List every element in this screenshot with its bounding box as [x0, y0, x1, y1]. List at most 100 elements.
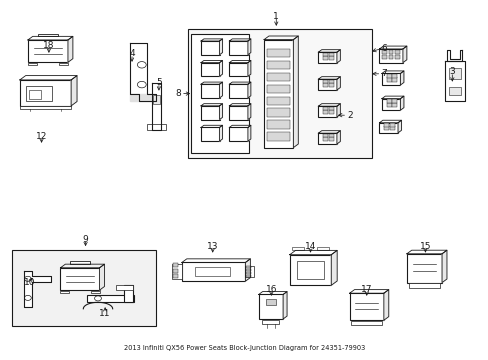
Text: 10: 10	[23, 278, 35, 287]
Bar	[20, 106, 71, 109]
Bar	[350, 321, 382, 325]
Bar	[318, 133, 336, 144]
Bar	[266, 85, 290, 93]
Text: 18: 18	[43, 40, 55, 49]
Polygon shape	[247, 39, 250, 55]
Bar	[28, 40, 68, 62]
Bar	[316, 247, 328, 251]
Bar	[229, 63, 247, 76]
Bar	[388, 55, 392, 59]
Text: 5: 5	[156, 78, 162, 87]
Bar	[201, 106, 219, 120]
Text: 14: 14	[304, 242, 316, 251]
Bar	[264, 40, 293, 148]
Bar	[328, 110, 333, 114]
Bar	[394, 55, 399, 59]
Bar	[153, 95, 160, 104]
Bar	[194, 267, 229, 276]
Bar	[246, 271, 251, 274]
Text: 15: 15	[419, 242, 430, 251]
Bar	[388, 50, 392, 54]
Polygon shape	[336, 77, 340, 90]
Polygon shape	[100, 264, 104, 290]
Bar	[379, 49, 402, 63]
Bar	[229, 127, 247, 141]
Bar	[322, 53, 327, 56]
Bar	[59, 63, 68, 66]
Bar	[26, 86, 52, 101]
Polygon shape	[68, 36, 73, 62]
Text: 11: 11	[99, 309, 111, 318]
Polygon shape	[219, 125, 222, 141]
Bar	[296, 261, 324, 279]
Bar	[328, 83, 333, 87]
Bar	[246, 266, 251, 268]
Bar	[201, 84, 219, 98]
Bar	[115, 285, 132, 290]
Bar	[322, 80, 327, 83]
Polygon shape	[444, 61, 464, 101]
Bar	[328, 134, 333, 137]
Polygon shape	[219, 104, 222, 120]
Bar	[386, 103, 391, 107]
Polygon shape	[247, 104, 250, 120]
Bar	[28, 63, 37, 66]
Bar	[123, 285, 132, 302]
Polygon shape	[402, 46, 406, 63]
Polygon shape	[219, 39, 222, 55]
Bar	[349, 293, 383, 320]
Bar	[382, 55, 386, 59]
Bar	[318, 79, 336, 90]
Polygon shape	[247, 125, 250, 141]
Polygon shape	[129, 43, 156, 101]
Polygon shape	[400, 96, 403, 110]
Bar	[266, 61, 290, 69]
Bar	[258, 294, 283, 319]
Bar	[91, 291, 100, 293]
Text: 6: 6	[381, 44, 386, 53]
Text: 13: 13	[206, 242, 218, 251]
Bar	[322, 134, 327, 137]
Text: 2: 2	[346, 111, 352, 120]
Polygon shape	[247, 60, 250, 76]
Polygon shape	[247, 82, 250, 98]
Polygon shape	[331, 251, 337, 285]
Polygon shape	[336, 104, 340, 117]
Bar	[38, 34, 58, 36]
Bar	[188, 29, 371, 158]
Polygon shape	[219, 60, 222, 76]
Polygon shape	[245, 259, 250, 281]
Bar	[379, 123, 397, 133]
Bar	[146, 124, 166, 130]
Bar	[29, 90, 41, 99]
Text: 12: 12	[36, 132, 47, 141]
Bar	[266, 108, 290, 117]
Text: 7: 7	[381, 69, 386, 78]
Polygon shape	[383, 289, 388, 320]
Polygon shape	[129, 94, 156, 101]
Bar	[229, 84, 247, 98]
Bar	[381, 99, 400, 110]
Bar	[322, 83, 327, 87]
Bar	[322, 107, 327, 110]
Bar	[87, 295, 133, 302]
Bar	[266, 120, 290, 129]
Text: 16: 16	[265, 285, 277, 294]
Bar	[173, 263, 178, 267]
Bar	[182, 262, 245, 281]
Bar	[229, 41, 247, 55]
Bar	[229, 106, 247, 120]
Bar	[173, 274, 178, 278]
Bar	[328, 56, 333, 60]
Polygon shape	[151, 83, 161, 130]
Polygon shape	[400, 71, 403, 85]
Bar	[61, 268, 100, 290]
Polygon shape	[336, 131, 340, 144]
Bar	[391, 74, 397, 78]
Bar	[265, 299, 276, 306]
Bar	[173, 269, 178, 273]
Bar	[20, 80, 71, 106]
Bar	[381, 73, 400, 85]
Bar	[190, 34, 249, 153]
Bar	[389, 126, 394, 130]
